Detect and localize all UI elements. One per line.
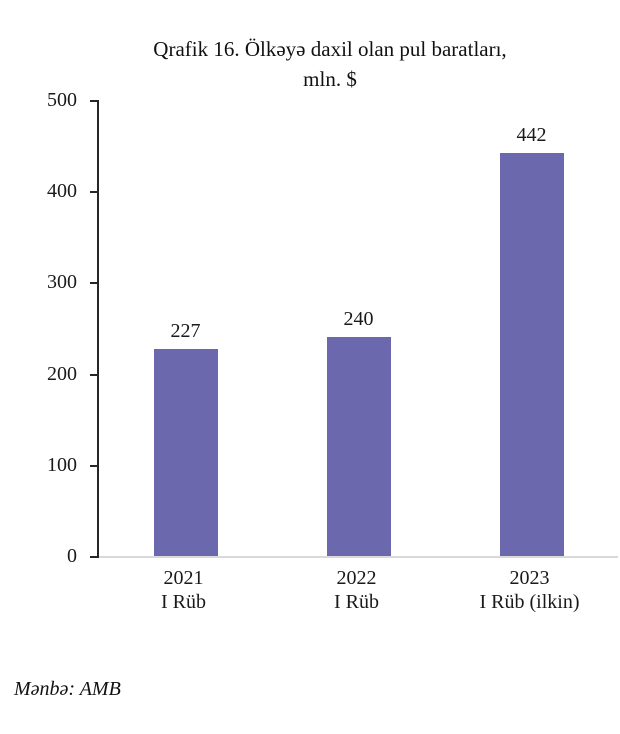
y-axis-tick — [90, 191, 99, 193]
x-axis-category-label: 2021 I Rüb — [97, 566, 270, 614]
bar-slot: 240 — [272, 100, 445, 556]
y-axis-tick — [90, 465, 99, 467]
bar — [499, 153, 564, 556]
chart-title: Qrafik 16. Ölkəyə daxil olan pul baratla… — [153, 37, 507, 91]
y-axis-tick — [90, 100, 99, 102]
source-note: Mənbə: AMB — [14, 678, 121, 700]
bar-slot: 227 — [99, 100, 272, 556]
bar-value-label: 240 — [343, 308, 374, 330]
bar — [153, 349, 218, 556]
y-axis-tick-label: 400 — [47, 180, 77, 202]
x-label-line1: 2023 — [509, 567, 550, 589]
y-axis-tick-label: 500 — [47, 89, 77, 111]
x-axis-baseline — [97, 556, 618, 558]
y-axis-tick — [90, 556, 99, 558]
x-axis-category-label: 2023 I Rüb (ilkin) — [443, 566, 616, 614]
x-label-line1: 2022 — [336, 567, 377, 589]
x-axis-labels: 2021 I Rüb 2022 I Rüb 2023 I Rüb (ilkin) — [97, 566, 616, 614]
bar-slot: 442 — [445, 100, 618, 556]
y-axis-tick-label: 100 — [47, 454, 77, 476]
x-label-line2: I Rüb — [334, 591, 379, 613]
bar-value-label: 227 — [170, 320, 201, 342]
x-label-line2: I Rüb (ilkin) — [479, 591, 580, 613]
bars-container: 227 240 442 — [99, 100, 618, 556]
y-axis-tick — [90, 282, 99, 284]
bar — [326, 337, 391, 556]
x-label-line2: I Rüb — [161, 591, 206, 613]
plot-area: 0 100 200 300 400 500 227 240 442 — [47, 89, 618, 567]
y-axis-tick-label: 0 — [67, 545, 77, 567]
x-axis-category-label: 2022 I Rüb — [270, 566, 443, 614]
x-label-line1: 2021 — [163, 567, 204, 589]
y-axis-tick-label: 300 — [47, 271, 77, 293]
bar-value-label: 442 — [516, 124, 547, 146]
y-axis-tick — [90, 374, 99, 376]
y-axis-tick-label: 200 — [47, 363, 77, 385]
